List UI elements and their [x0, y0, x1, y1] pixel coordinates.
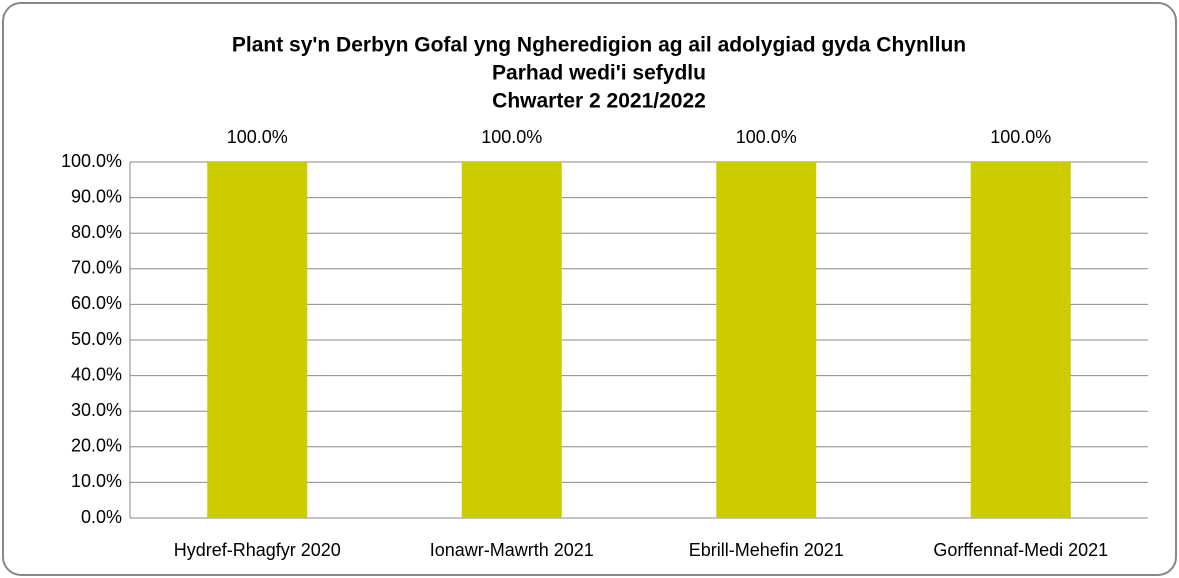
y-tick-label: 50.0% [71, 329, 122, 349]
x-tick-label: Ebrill-Mehefin 2021 [689, 540, 844, 560]
y-tick-label: 100.0% [61, 151, 122, 171]
x-tick-label: Gorffennaf-Medi 2021 [933, 540, 1108, 560]
chart-title: Plant sy'n Derbyn Gofal yng Ngheredigion… [232, 34, 966, 57]
y-tick-label: 10.0% [71, 471, 122, 491]
y-tick-label: 80.0% [71, 222, 122, 242]
y-tick-label: 40.0% [71, 364, 122, 384]
y-tick-label: 20.0% [71, 436, 122, 456]
x-tick-label: Hydref-Rhagfyr 2020 [174, 540, 341, 560]
chart-title: Parhad wedi'i sefydlu [492, 62, 706, 85]
y-tick-label: 0.0% [81, 507, 122, 527]
bar [461, 162, 562, 518]
value-label: 100.0% [990, 127, 1051, 147]
bar [207, 162, 308, 518]
y-tick-label: 70.0% [71, 258, 122, 278]
y-tick-label: 30.0% [71, 400, 122, 420]
bar [716, 162, 817, 518]
y-tick-label: 90.0% [71, 186, 122, 206]
chart-title: Chwarter 2 2021/2022 [492, 90, 706, 113]
bar [970, 162, 1071, 518]
x-tick-label: Ionawr-Mawrth 2021 [430, 540, 594, 560]
value-label: 100.0% [227, 127, 288, 147]
y-tick-label: 60.0% [71, 293, 122, 313]
value-label: 100.0% [736, 127, 797, 147]
value-label: 100.0% [481, 127, 542, 147]
